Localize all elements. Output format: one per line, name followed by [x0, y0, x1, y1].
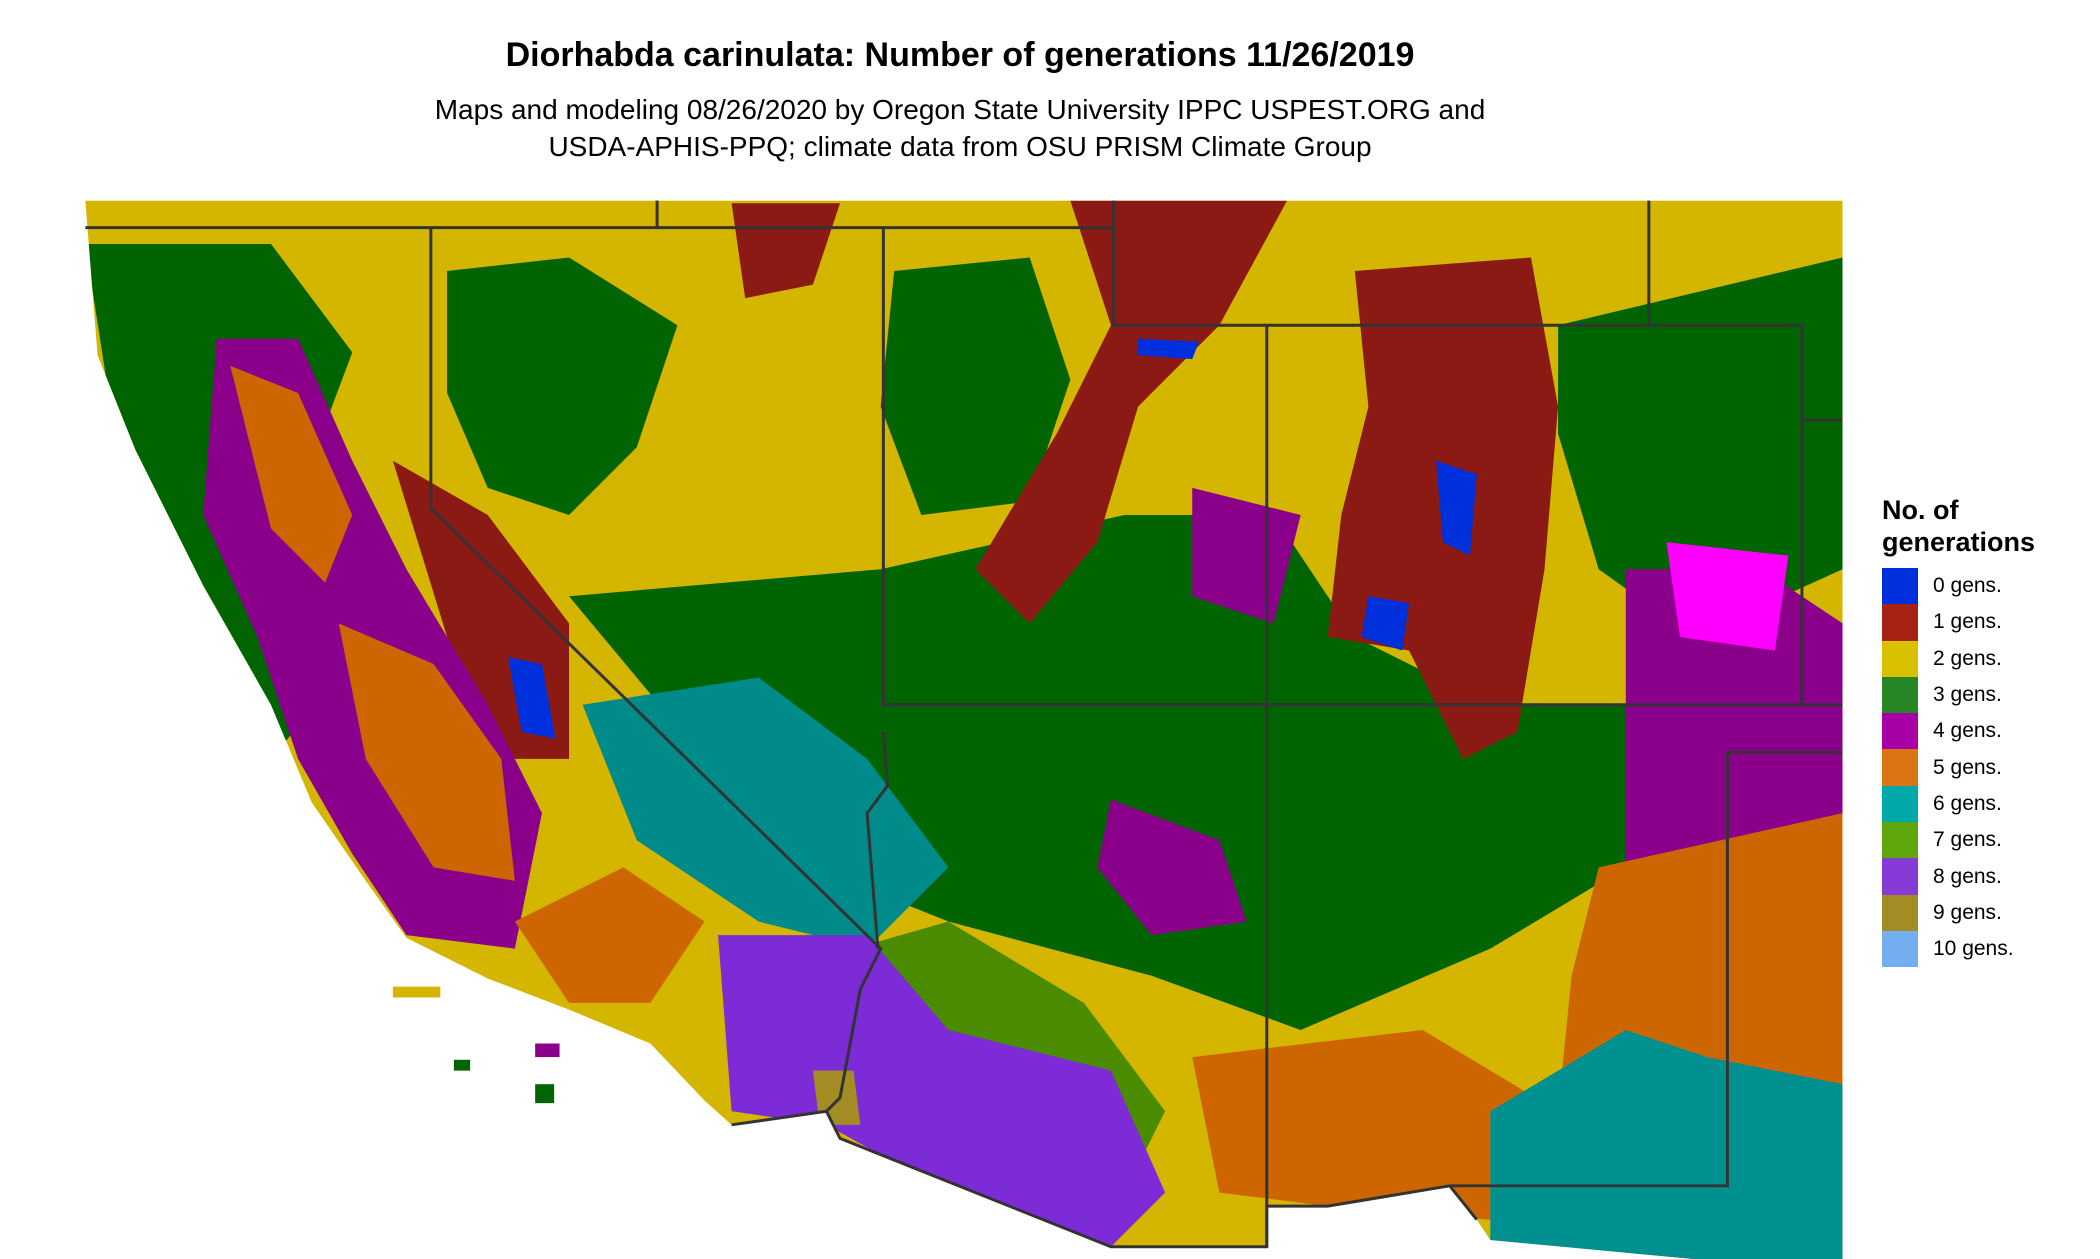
legend-swatch	[1882, 676, 1918, 714]
legend-swatch	[1882, 713, 1918, 750]
map-title: Diorhabda carinulata: Number of generati…	[505, 36, 1415, 74]
legend-swatch	[1882, 568, 1918, 605]
state-boundaries	[85, 200, 1843, 1249]
legend-swatch	[1882, 749, 1918, 786]
legend-swatch	[1882, 604, 1918, 641]
legend-item: 10 gens.	[1882, 930, 2035, 968]
legend-label: 10 gens.	[1933, 937, 2014, 961]
legend-label: 5 gens.	[1933, 755, 2002, 779]
legend-item: 7 gens.	[1882, 822, 2035, 859]
legend-item: 0 gens.	[1882, 568, 2035, 605]
legend-swatch	[1882, 785, 1918, 823]
legend-item: 2 gens.	[1882, 640, 2035, 677]
legend-title-line-2: generations	[1882, 527, 2036, 557]
legend-item: 5 gens.	[1882, 749, 2035, 786]
legend-swatch	[1882, 640, 1918, 677]
legend-item: 1 gens.	[1882, 604, 2035, 641]
legend-item: 8 gens.	[1882, 858, 2035, 895]
legend-swatch	[1882, 858, 1918, 895]
legend-label: 0 gens.	[1933, 574, 2002, 598]
legend-item: 9 gens.	[1882, 894, 2035, 931]
legend-swatch	[1882, 894, 1918, 931]
legend-label: 6 gens.	[1933, 791, 2002, 815]
map-subtitle-line-2: USDA-APHIS-PPQ; climate data from OSU PR…	[548, 131, 1372, 162]
legend-label: 8 gens.	[1933, 864, 2002, 888]
legend-items: 0 gens. 1 gens. 2 gens. 3 gens. 4 gens. 5 gen…	[1882, 568, 2035, 968]
legend-label: 9 gens.	[1933, 900, 2002, 924]
map-subtitle-line-1: Maps and modeling 08/26/2020 by Oregon S…	[434, 94, 1486, 125]
channel-islands	[392, 986, 560, 1104]
legend-label: 3 gens.	[1933, 683, 2002, 707]
legend-label: 4 gens.	[1933, 719, 2002, 743]
legend-swatch	[1882, 930, 1918, 968]
legend-item: 6 gens.	[1882, 785, 2035, 823]
legend-title: No. of generations	[1882, 494, 2035, 558]
legend: No. of generations 0 gens. 1 gens. 2 gens.…	[1882, 494, 2035, 968]
legend-item: 4 gens.	[1882, 713, 2035, 750]
legend-item: 3 gens.	[1882, 676, 2035, 714]
legend-label: 1 gens.	[1933, 610, 2002, 634]
legend-swatch	[1882, 822, 1918, 859]
legend-label: 2 gens.	[1933, 646, 2002, 670]
legend-title-line-1: No. of	[1882, 495, 1959, 525]
legend-label: 7 gens.	[1933, 828, 2002, 852]
